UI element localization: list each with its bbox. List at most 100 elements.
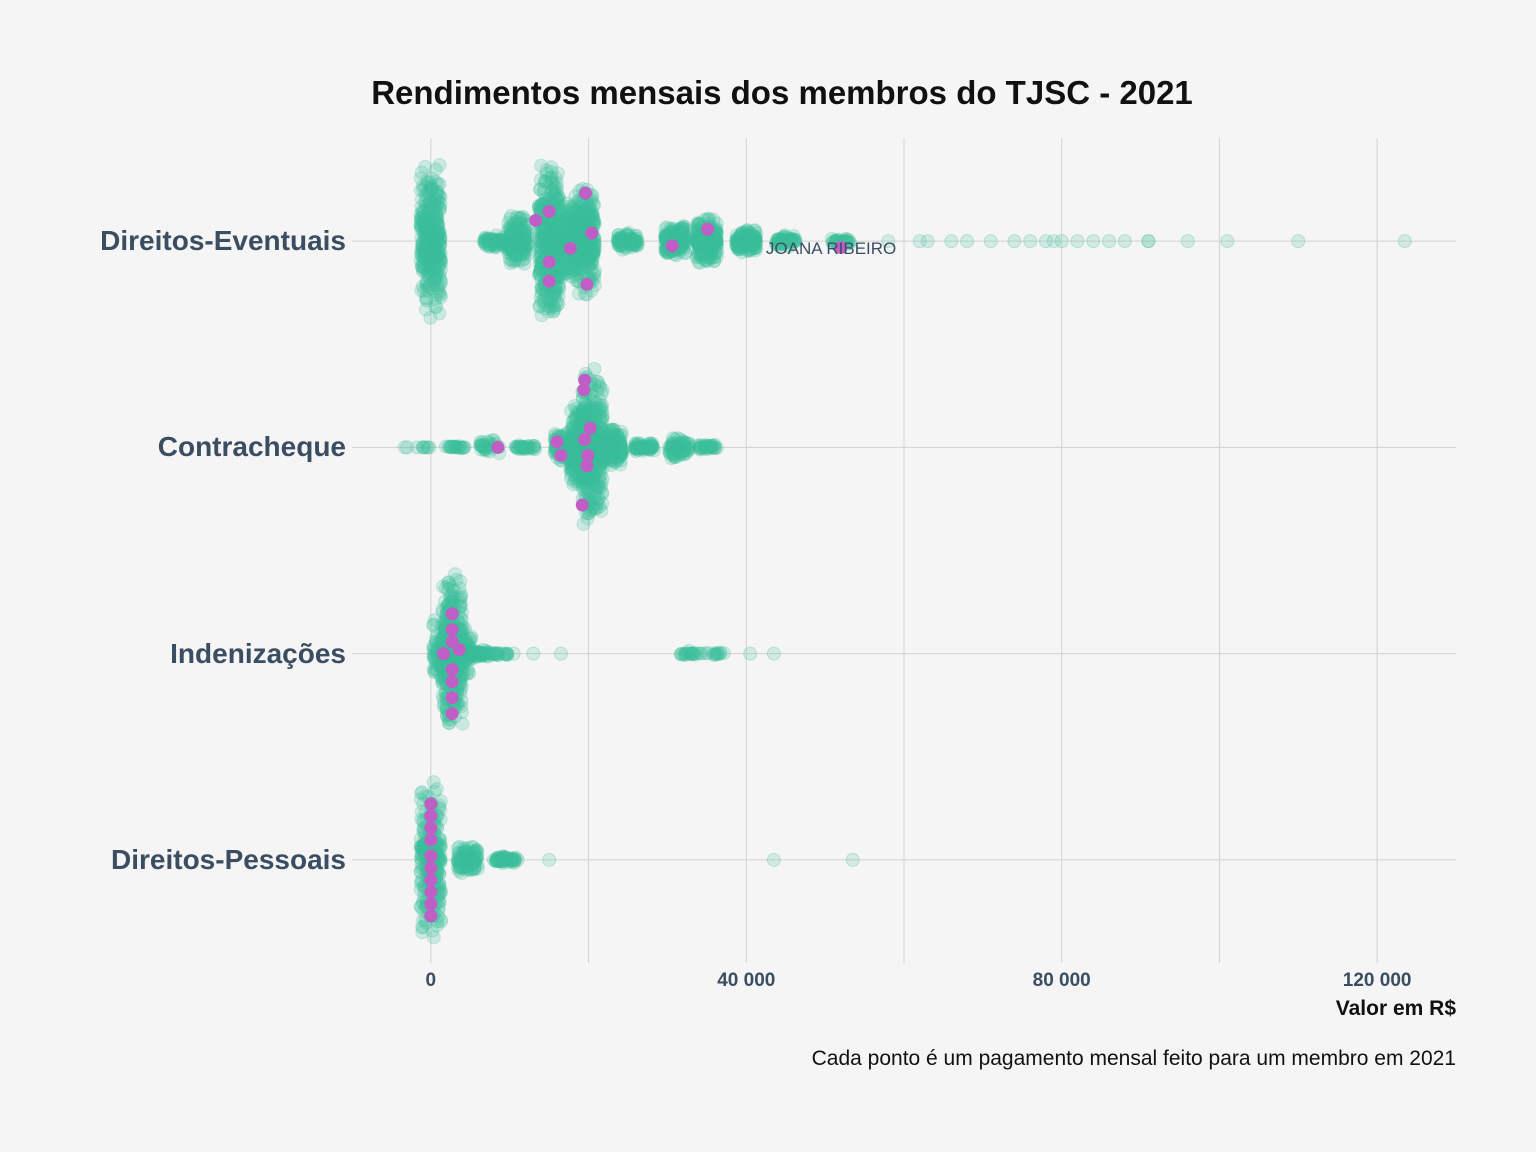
data-point bbox=[546, 299, 561, 314]
data-point-outlier bbox=[920, 234, 935, 249]
data-point bbox=[432, 157, 447, 172]
data-point bbox=[486, 232, 501, 247]
x-tick-label: 0 bbox=[425, 970, 437, 991]
data-point bbox=[535, 229, 550, 244]
data-point bbox=[414, 238, 429, 253]
data-point bbox=[428, 299, 443, 314]
data-point bbox=[480, 239, 495, 254]
data-point bbox=[414, 219, 429, 234]
data-point bbox=[493, 234, 508, 249]
data-point bbox=[427, 237, 442, 252]
data-point bbox=[538, 234, 553, 249]
data-point bbox=[548, 219, 563, 234]
data-point bbox=[551, 296, 566, 311]
data-point bbox=[478, 237, 493, 252]
data-point-outlier bbox=[743, 646, 758, 661]
data-point bbox=[426, 223, 441, 238]
data-point bbox=[540, 237, 555, 252]
data-point bbox=[554, 260, 569, 275]
data-point bbox=[512, 224, 527, 239]
data-point bbox=[426, 237, 441, 252]
data-point bbox=[514, 241, 529, 256]
data-point bbox=[543, 231, 558, 246]
data-point bbox=[518, 240, 533, 255]
data-point bbox=[430, 218, 445, 233]
data-point bbox=[512, 222, 527, 237]
data-point bbox=[506, 240, 521, 255]
data-point bbox=[426, 232, 441, 247]
data-point bbox=[538, 225, 553, 240]
data-point bbox=[430, 234, 445, 249]
data-point bbox=[433, 196, 448, 211]
data-point bbox=[545, 236, 560, 251]
data-point bbox=[515, 239, 530, 254]
data-point bbox=[532, 234, 547, 249]
highlighted-point bbox=[580, 277, 594, 291]
data-point bbox=[429, 186, 444, 201]
highlighted-point bbox=[563, 241, 577, 255]
data-point bbox=[414, 165, 429, 180]
data-point bbox=[417, 242, 432, 257]
data-point bbox=[539, 232, 554, 247]
data-point-outlier bbox=[766, 646, 781, 661]
data-point bbox=[429, 258, 444, 273]
data-point bbox=[542, 235, 557, 250]
data-point bbox=[580, 201, 595, 216]
data-point bbox=[487, 238, 502, 253]
data-point bbox=[485, 232, 500, 247]
data-point bbox=[420, 268, 435, 283]
data-point bbox=[422, 280, 437, 295]
data-point bbox=[586, 500, 601, 515]
highlighted-point bbox=[542, 255, 556, 269]
x-tick-label: 40 000 bbox=[717, 970, 776, 991]
data-point bbox=[509, 210, 524, 225]
data-point bbox=[549, 184, 564, 199]
data-point bbox=[545, 173, 560, 188]
data-point bbox=[549, 192, 564, 207]
data-point bbox=[551, 230, 566, 245]
data-point bbox=[421, 213, 436, 228]
data-point bbox=[549, 285, 564, 300]
data-point bbox=[478, 234, 493, 249]
data-point bbox=[432, 226, 447, 241]
data-point bbox=[533, 172, 548, 187]
data-point bbox=[515, 229, 530, 244]
data-point bbox=[516, 227, 531, 242]
annotation-label: JOANA RIBEIRO bbox=[765, 239, 897, 259]
data-point bbox=[550, 246, 565, 261]
data-point bbox=[547, 215, 562, 230]
data-point bbox=[433, 189, 448, 204]
data-point bbox=[503, 236, 518, 251]
data-point bbox=[430, 215, 445, 230]
data-point bbox=[425, 262, 440, 277]
data-point bbox=[543, 240, 558, 255]
data-point bbox=[415, 218, 430, 233]
data-point bbox=[416, 240, 431, 255]
data-point bbox=[433, 273, 448, 288]
data-point bbox=[417, 209, 432, 224]
data-point bbox=[509, 226, 524, 241]
data-point bbox=[494, 236, 509, 251]
data-point bbox=[543, 241, 558, 256]
data-point bbox=[541, 304, 556, 319]
data-point-outlier bbox=[1220, 234, 1235, 249]
data-point bbox=[419, 258, 434, 273]
chart-caption: Cada ponto é um pagamento mensal feito p… bbox=[811, 1047, 1456, 1070]
data-point bbox=[514, 220, 529, 235]
data-point bbox=[548, 238, 563, 253]
data-point bbox=[546, 242, 561, 257]
data-point bbox=[415, 205, 430, 220]
highlighted-point bbox=[445, 623, 459, 637]
data-point bbox=[495, 233, 510, 248]
data-point bbox=[508, 232, 523, 247]
data-point bbox=[418, 229, 433, 244]
data-point bbox=[549, 222, 564, 237]
data-point bbox=[509, 233, 524, 248]
data-point-outlier bbox=[506, 646, 521, 661]
data-point bbox=[432, 202, 447, 217]
data-point bbox=[482, 237, 497, 252]
data-point bbox=[516, 209, 531, 224]
data-point bbox=[506, 245, 521, 260]
data-point bbox=[421, 215, 436, 230]
data-point bbox=[537, 223, 552, 238]
